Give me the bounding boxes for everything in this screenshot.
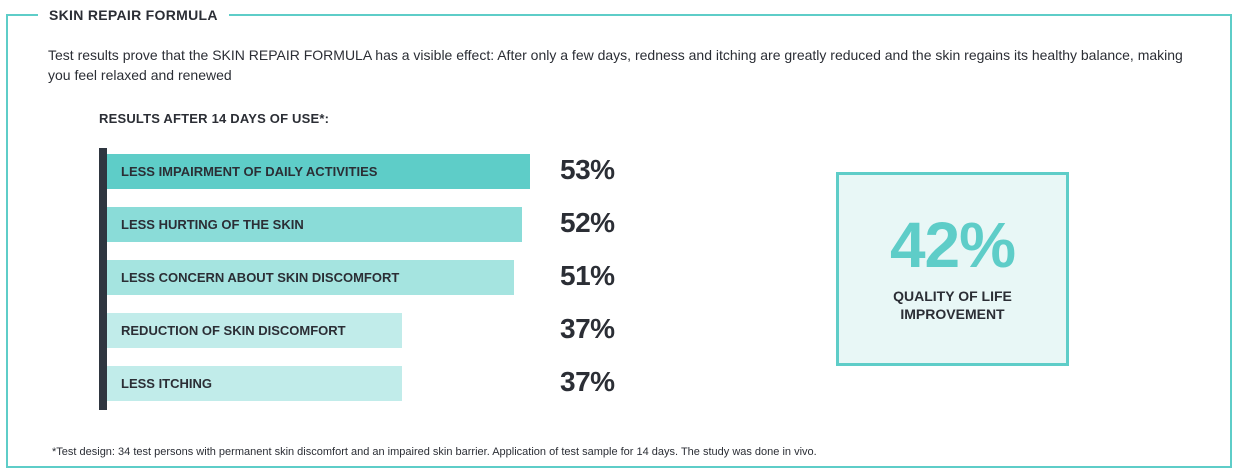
bar: LESS ITCHING	[107, 366, 402, 401]
quality-of-life-value: 42%	[889, 209, 1016, 281]
bar-value-label: 51%	[560, 260, 615, 291]
bar: LESS CONCERN ABOUT SKIN DISCOMFORT	[107, 260, 514, 295]
bar: LESS IMPAIRMENT OF DAILY ACTIVITIES	[107, 154, 530, 189]
results-heading: RESULTS AFTER 14 DAYS OF USE*:	[99, 111, 330, 126]
intro-text: Test results prove that the SKIN REPAIR …	[48, 47, 1183, 83]
quality-of-life-label: QUALITY OF LIFE IMPROVEMENT	[839, 287, 1066, 323]
bar-value-label: 37%	[560, 313, 615, 344]
footnote: *Test design: 34 test persons with perma…	[52, 446, 817, 458]
bar-value-label: 53%	[560, 154, 615, 185]
bar: LESS HURTING OF THE SKIN	[107, 207, 522, 242]
card-title: SKIN REPAIR FORMULA	[38, 6, 229, 24]
quality-of-life-box: 42% QUALITY OF LIFE IMPROVEMENT	[836, 172, 1069, 366]
bar-value-label: 52%	[560, 207, 615, 238]
chart-axis	[99, 148, 107, 410]
bar-value-label: 37%	[560, 366, 615, 397]
bar: REDUCTION OF SKIN DISCOMFORT	[107, 313, 402, 348]
quality-of-life-label-line-1: QUALITY OF LIFE	[893, 288, 1012, 304]
quality-of-life-label-line-2: IMPROVEMENT	[900, 306, 1005, 322]
card-frame	[6, 14, 1232, 468]
